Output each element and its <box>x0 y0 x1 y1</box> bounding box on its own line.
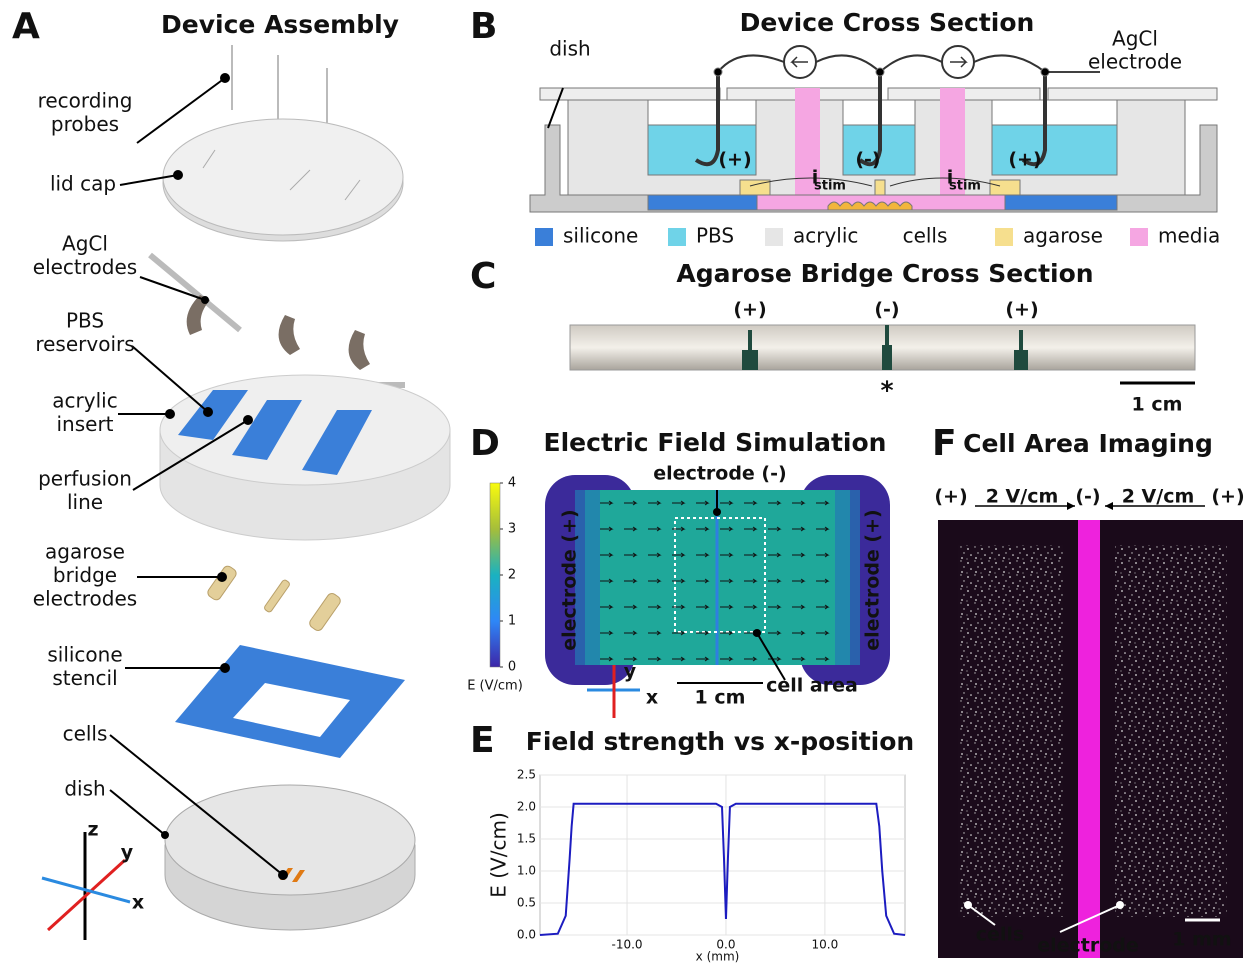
label: PBS <box>696 224 734 248</box>
label: cells <box>903 224 948 248</box>
label: (-) <box>855 149 880 171</box>
label: electrode <box>1037 935 1139 957</box>
legend-swatch <box>765 228 783 246</box>
x-tick-label: -10.0 <box>612 938 643 952</box>
label: 1 cm <box>695 687 746 709</box>
label: B <box>470 6 497 47</box>
label: bridge <box>53 563 117 587</box>
label: 1 mm <box>1172 929 1231 951</box>
label: E (V/cm) <box>467 679 523 694</box>
label: x <box>132 892 144 914</box>
label: electrode (+) <box>559 509 581 650</box>
label: Agarose Bridge Cross Section <box>676 259 1093 288</box>
label: 2 V/cm <box>986 486 1059 508</box>
label: (-) <box>1075 486 1100 508</box>
label: reservoirs <box>35 332 134 356</box>
label: AgCl <box>1112 27 1158 51</box>
label: dish <box>549 37 590 61</box>
label: silicone <box>47 643 122 667</box>
label: cells <box>63 722 108 746</box>
label: 1 <box>508 614 516 629</box>
label: A <box>12 6 40 47</box>
label: cell area <box>766 675 858 697</box>
label: insert <box>56 412 113 436</box>
label: recording <box>38 89 133 113</box>
label: D <box>470 423 500 464</box>
label: 0 <box>508 660 516 675</box>
label: 4 <box>508 476 516 491</box>
label: (+) <box>1211 486 1244 508</box>
label: 1 cm <box>1132 394 1183 416</box>
label: media <box>1158 224 1220 248</box>
label: 2 <box>508 568 516 583</box>
legend-swatch <box>535 228 553 246</box>
legend-swatch <box>668 228 686 246</box>
label: AgCl <box>62 232 108 256</box>
label: 2 V/cm <box>1122 486 1195 508</box>
label: E <box>470 720 495 761</box>
label: line <box>67 490 103 514</box>
label: PBS <box>66 309 104 333</box>
label: z <box>87 819 98 841</box>
line-chart: 0.00.51.01.52.02.5-10.00.010.0x (mm)E (V… <box>487 768 906 963</box>
label: (-) <box>874 299 899 321</box>
y-tick-label: 2.5 <box>517 768 536 782</box>
label: cells <box>976 924 1024 946</box>
legend-swatch <box>995 228 1013 246</box>
label: y <box>121 842 134 864</box>
label: stim <box>949 179 981 194</box>
x-tick-label: 10.0 <box>812 938 839 952</box>
y-tick-label: 1.0 <box>517 864 536 878</box>
label: acrylic <box>52 389 117 413</box>
label: lid cap <box>50 172 116 196</box>
label: (+) <box>1005 299 1038 321</box>
label: agarose <box>45 540 125 564</box>
label: probes <box>51 112 119 136</box>
plot-area <box>540 775 905 935</box>
label: electrode <box>1088 50 1182 74</box>
label: Electric Field Simulation <box>544 428 887 457</box>
label: acrylic <box>793 224 858 248</box>
label: Device Assembly <box>161 10 399 39</box>
colorbar <box>490 483 500 667</box>
label: dish <box>64 777 105 801</box>
y-tick-label: 0.5 <box>517 896 536 910</box>
panel-c-art <box>570 325 1195 383</box>
label: electrode (+) <box>862 509 884 650</box>
label: 3 <box>508 522 516 537</box>
label: y <box>624 661 637 683</box>
label: perfusion <box>38 467 132 491</box>
label: F <box>932 423 957 464</box>
x-axis-label: x (mm) <box>696 950 740 963</box>
label: electrodes <box>33 255 137 279</box>
label: (+) <box>1008 149 1041 171</box>
label: agarose <box>1023 224 1103 248</box>
label: electrode (-) <box>653 463 786 485</box>
label: Field strength vs x-position <box>526 727 914 756</box>
label: silicone <box>563 224 638 248</box>
legend-swatch <box>1130 228 1148 246</box>
label: C <box>470 256 496 297</box>
y-tick-label: 0.0 <box>517 928 536 942</box>
label: (+) <box>733 299 766 321</box>
label: stencil <box>52 666 117 690</box>
y-tick-label: 1.5 <box>517 832 536 846</box>
panel-f-art <box>938 502 1243 958</box>
label: Device Cross Section <box>740 8 1035 37</box>
figure: 0.00.51.01.52.02.5-10.00.010.0x (mm)E (V… <box>0 0 1250 963</box>
label: Cell Area Imaging <box>963 429 1213 458</box>
y-tick-label: 2.0 <box>517 800 536 814</box>
label: (+) <box>718 149 751 171</box>
label: stim <box>814 179 846 194</box>
label: (+) <box>934 486 967 508</box>
label: x <box>646 687 658 709</box>
label: electrodes <box>33 587 137 611</box>
label: * <box>880 376 893 405</box>
y-axis-label: E (V/cm) <box>487 812 511 898</box>
